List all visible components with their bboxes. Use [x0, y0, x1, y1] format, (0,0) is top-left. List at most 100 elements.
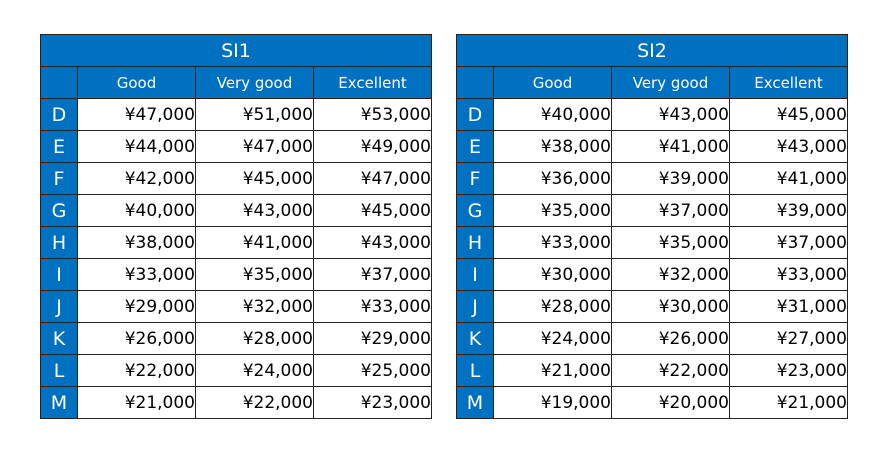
- price-cell: ¥19,000: [493, 386, 612, 419]
- price-cell: ¥39,000: [729, 194, 848, 227]
- table-row: M ¥19,000 ¥20,000 ¥21,000: [456, 386, 848, 419]
- table-row: H ¥33,000 ¥35,000 ¥37,000: [456, 226, 848, 259]
- price-cell: ¥43,000: [729, 130, 848, 163]
- table-row: D ¥47,000 ¥51,000 ¥53,000: [40, 98, 432, 131]
- price-cell: ¥22,000: [611, 354, 730, 387]
- price-cell: ¥44,000: [77, 130, 196, 163]
- grade-label: J: [456, 290, 494, 323]
- column-header-excellent: Excellent: [313, 66, 432, 99]
- corner-cell: [456, 66, 494, 99]
- price-cell: ¥23,000: [729, 354, 848, 387]
- column-header-very-good: Very good: [195, 66, 314, 99]
- grade-label: L: [456, 354, 494, 387]
- price-cell: ¥47,000: [77, 98, 196, 131]
- grade-label: F: [456, 162, 494, 195]
- price-cell: ¥37,000: [313, 258, 432, 291]
- price-cell: ¥40,000: [77, 194, 196, 227]
- column-header-very-good: Very good: [611, 66, 730, 99]
- table-title: SI1: [40, 34, 432, 67]
- price-cell: ¥28,000: [493, 290, 612, 323]
- price-cell: ¥41,000: [729, 162, 848, 195]
- price-cell: ¥30,000: [611, 290, 730, 323]
- price-cell: ¥47,000: [313, 162, 432, 195]
- price-cell: ¥47,000: [195, 130, 314, 163]
- price-cell: ¥43,000: [313, 226, 432, 259]
- column-header-good: Good: [493, 66, 612, 99]
- price-cell: ¥45,000: [313, 194, 432, 227]
- price-cell: ¥41,000: [611, 130, 730, 163]
- table-row: I ¥30,000 ¥32,000 ¥33,000: [456, 258, 848, 291]
- price-cell: ¥31,000: [729, 290, 848, 323]
- price-cell: ¥37,000: [611, 194, 730, 227]
- price-table-si1: SI1 Good Very good Excellent D ¥47,000 ¥51…: [40, 34, 432, 419]
- price-cell: ¥35,000: [493, 194, 612, 227]
- grade-label: M: [456, 386, 494, 419]
- table-row: E ¥44,000 ¥47,000 ¥49,000: [40, 130, 432, 163]
- price-cell: ¥38,000: [493, 130, 612, 163]
- table-row: D ¥40,000 ¥43,000 ¥45,000: [456, 98, 848, 131]
- table-row: J ¥28,000 ¥30,000 ¥31,000: [456, 290, 848, 323]
- grade-label: G: [456, 194, 494, 227]
- table-row: L ¥21,000 ¥22,000 ¥23,000: [456, 354, 848, 387]
- price-cell: ¥29,000: [77, 290, 196, 323]
- price-cell: ¥38,000: [77, 226, 196, 259]
- price-cell: ¥26,000: [77, 322, 196, 355]
- price-cell: ¥53,000: [313, 98, 432, 131]
- price-cell: ¥41,000: [195, 226, 314, 259]
- grade-label: K: [40, 322, 78, 355]
- table-row: I ¥33,000 ¥35,000 ¥37,000: [40, 258, 432, 291]
- table-row: K ¥24,000 ¥26,000 ¥27,000: [456, 322, 848, 355]
- price-cell: ¥43,000: [195, 194, 314, 227]
- grade-label: J: [40, 290, 78, 323]
- price-cell: ¥21,000: [729, 386, 848, 419]
- table-row: E ¥38,000 ¥41,000 ¥43,000: [456, 130, 848, 163]
- table-title: SI2: [456, 34, 848, 67]
- price-cell: ¥24,000: [493, 322, 612, 355]
- price-cell: ¥32,000: [195, 290, 314, 323]
- price-cell: ¥43,000: [611, 98, 730, 131]
- price-table-si2: SI2 Good Very good Excellent D ¥40,000 ¥43…: [456, 34, 848, 419]
- grade-label: D: [40, 98, 78, 131]
- price-cell: ¥33,000: [729, 258, 848, 291]
- grade-label: H: [40, 226, 78, 259]
- price-cell: ¥37,000: [729, 226, 848, 259]
- table-row: L ¥22,000 ¥24,000 ¥25,000: [40, 354, 432, 387]
- grade-label: E: [40, 130, 78, 163]
- price-cell: ¥33,000: [493, 226, 612, 259]
- table-row: G ¥40,000 ¥43,000 ¥45,000: [40, 194, 432, 227]
- price-cell: ¥42,000: [77, 162, 196, 195]
- price-cell: ¥49,000: [313, 130, 432, 163]
- price-cell: ¥26,000: [611, 322, 730, 355]
- table-row: F ¥36,000 ¥39,000 ¥41,000: [456, 162, 848, 195]
- price-cell: ¥33,000: [313, 290, 432, 323]
- price-cell: ¥20,000: [611, 386, 730, 419]
- grade-label: K: [456, 322, 494, 355]
- price-cell: ¥25,000: [313, 354, 432, 387]
- price-cell: ¥39,000: [611, 162, 730, 195]
- price-cell: ¥35,000: [195, 258, 314, 291]
- grade-label: D: [456, 98, 494, 131]
- price-cell: ¥28,000: [195, 322, 314, 355]
- table-row: G ¥35,000 ¥37,000 ¥39,000: [456, 194, 848, 227]
- price-cell: ¥45,000: [195, 162, 314, 195]
- price-cell: ¥24,000: [195, 354, 314, 387]
- price-cell: ¥27,000: [729, 322, 848, 355]
- price-cell: ¥36,000: [493, 162, 612, 195]
- grade-label: M: [40, 386, 78, 419]
- grade-label: I: [40, 258, 78, 291]
- price-cell: ¥33,000: [77, 258, 196, 291]
- corner-cell: [40, 66, 78, 99]
- table-row: H ¥38,000 ¥41,000 ¥43,000: [40, 226, 432, 259]
- price-cell: ¥21,000: [77, 386, 196, 419]
- price-cell: ¥51,000: [195, 98, 314, 131]
- price-cell: ¥32,000: [611, 258, 730, 291]
- price-cell: ¥23,000: [313, 386, 432, 419]
- price-cell: ¥22,000: [195, 386, 314, 419]
- price-cell: ¥21,000: [493, 354, 612, 387]
- grade-label: L: [40, 354, 78, 387]
- table-row: K ¥26,000 ¥28,000 ¥29,000: [40, 322, 432, 355]
- grade-label: E: [456, 130, 494, 163]
- price-cell: ¥40,000: [493, 98, 612, 131]
- grade-label: G: [40, 194, 78, 227]
- price-cell: ¥22,000: [77, 354, 196, 387]
